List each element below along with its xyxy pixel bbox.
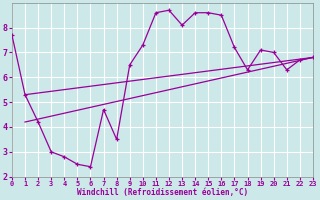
X-axis label: Windchill (Refroidissement éolien,°C): Windchill (Refroidissement éolien,°C) [77, 188, 248, 197]
